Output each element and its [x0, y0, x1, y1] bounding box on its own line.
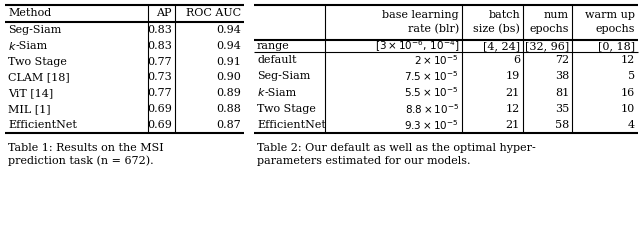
Text: $7.5\times10^{-5}$: $7.5\times10^{-5}$	[404, 69, 459, 83]
Text: 5: 5	[628, 71, 635, 81]
Text: rate (blr): rate (blr)	[408, 24, 459, 35]
Text: 19: 19	[506, 71, 520, 81]
Text: $k$: $k$	[8, 40, 17, 52]
Text: Seg-Siam: Seg-Siam	[8, 25, 61, 35]
Text: size (bs): size (bs)	[473, 24, 520, 35]
Text: num: num	[544, 10, 569, 21]
Text: 4: 4	[628, 120, 635, 130]
Text: 12: 12	[621, 55, 635, 65]
Text: 0.90: 0.90	[216, 72, 241, 82]
Text: ViT [14]: ViT [14]	[8, 88, 53, 98]
Text: 10: 10	[621, 104, 635, 114]
Text: $9.3\times10^{-5}$: $9.3\times10^{-5}$	[404, 118, 459, 132]
Text: 0.91: 0.91	[216, 57, 241, 67]
Text: 72: 72	[555, 55, 569, 65]
Text: parameters estimated for our models.: parameters estimated for our models.	[257, 156, 470, 166]
Text: 21: 21	[506, 120, 520, 130]
Text: epochs: epochs	[595, 24, 635, 34]
Text: 0.87: 0.87	[216, 120, 241, 130]
Text: $2\times10^{-5}$: $2\times10^{-5}$	[414, 53, 459, 67]
Text: [32, 96]: [32, 96]	[525, 41, 569, 51]
Text: 12: 12	[506, 104, 520, 114]
Text: batch: batch	[488, 10, 520, 21]
Text: 81: 81	[555, 88, 569, 97]
Text: 38: 38	[555, 71, 569, 81]
Text: prediction task (n = 672).: prediction task (n = 672).	[8, 156, 154, 166]
Text: $8.8\times10^{-5}$: $8.8\times10^{-5}$	[404, 102, 459, 116]
Text: 0.89: 0.89	[216, 88, 241, 98]
Text: MIL [1]: MIL [1]	[8, 104, 51, 114]
Text: warm up: warm up	[585, 10, 635, 21]
Text: ROC AUC: ROC AUC	[186, 8, 241, 18]
Text: Two Stage: Two Stage	[257, 104, 316, 114]
Text: 6: 6	[513, 55, 520, 65]
Text: 0.94: 0.94	[216, 41, 241, 51]
Text: -Siam: -Siam	[265, 88, 297, 97]
Text: 0.83: 0.83	[147, 25, 172, 35]
Text: 0.73: 0.73	[147, 72, 172, 82]
Text: 0.77: 0.77	[147, 57, 172, 67]
Text: [0, 18]: [0, 18]	[598, 41, 635, 51]
Text: range: range	[257, 41, 290, 51]
Text: Method: Method	[8, 8, 51, 18]
Text: 0.69: 0.69	[147, 104, 172, 114]
Text: EfficientNet: EfficientNet	[8, 120, 77, 130]
Text: 0.94: 0.94	[216, 25, 241, 35]
Text: 0.83: 0.83	[147, 41, 172, 51]
Text: 0.69: 0.69	[147, 120, 172, 130]
Text: 35: 35	[555, 104, 569, 114]
Text: base learning: base learning	[382, 10, 459, 21]
Text: Seg-Siam: Seg-Siam	[257, 71, 310, 81]
Text: Table 2: Our default as well as the optimal hyper-: Table 2: Our default as well as the opti…	[257, 143, 536, 153]
Text: Two Stage: Two Stage	[8, 57, 67, 67]
Text: CLAM [18]: CLAM [18]	[8, 72, 70, 82]
Text: 16: 16	[621, 88, 635, 97]
Text: 21: 21	[506, 88, 520, 97]
Text: epochs: epochs	[529, 24, 569, 34]
Text: Table 1: Results on the MSI: Table 1: Results on the MSI	[8, 143, 164, 153]
Text: -Siam: -Siam	[16, 41, 48, 51]
Text: default: default	[257, 55, 296, 65]
Text: 0.77: 0.77	[147, 88, 172, 98]
Text: AP: AP	[157, 8, 172, 18]
Text: $k$: $k$	[257, 86, 266, 99]
Text: $[3\times10^{-6},\,10^{-4}]$: $[3\times10^{-6},\,10^{-4}]$	[375, 38, 459, 54]
Text: 0.88: 0.88	[216, 104, 241, 114]
Text: $5.5\times10^{-5}$: $5.5\times10^{-5}$	[404, 86, 459, 99]
Text: 58: 58	[555, 120, 569, 130]
Text: [4, 24]: [4, 24]	[483, 41, 520, 51]
Text: EfficientNet: EfficientNet	[257, 120, 326, 130]
